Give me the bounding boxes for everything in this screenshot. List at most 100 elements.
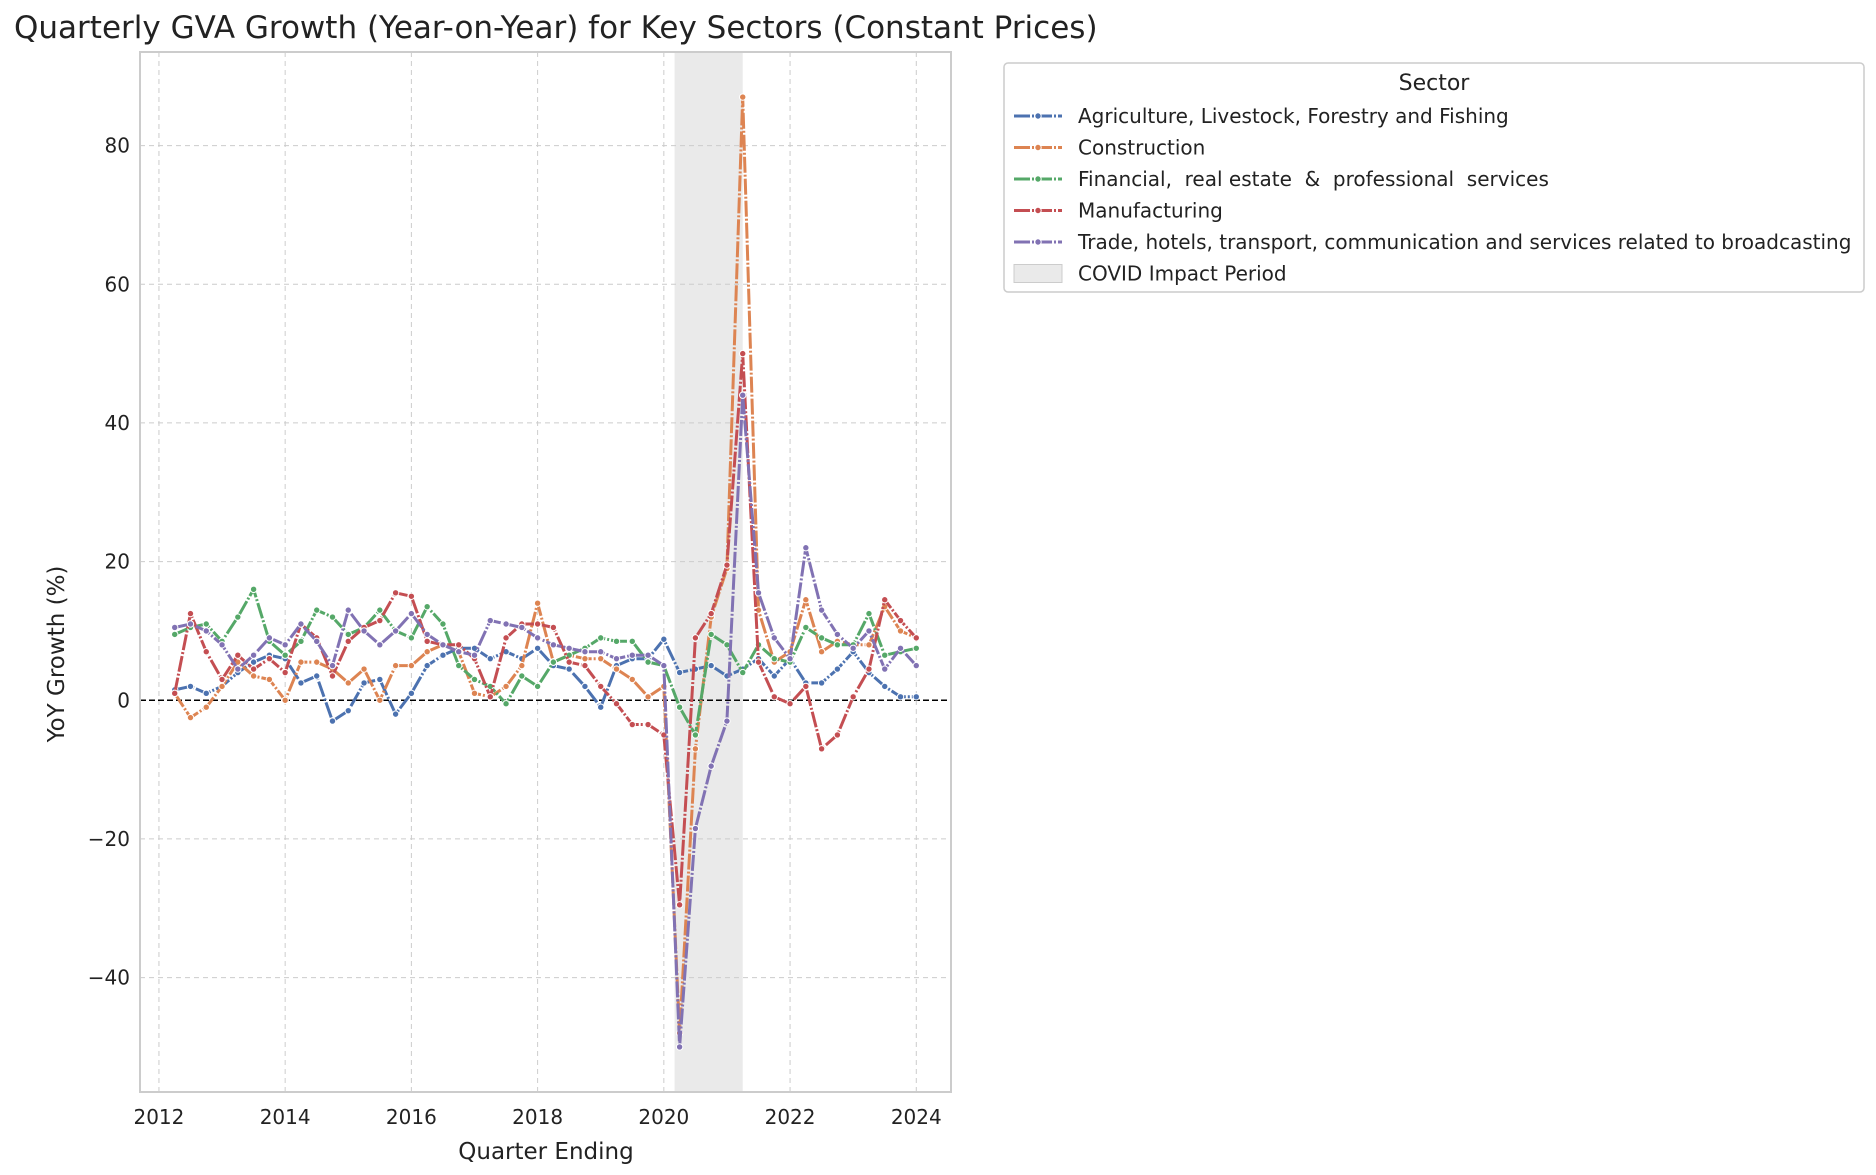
data-point: [249, 651, 258, 659]
data-point: [407, 592, 416, 600]
data-point: [817, 745, 826, 753]
data-point: [391, 710, 400, 718]
x-tick-label: 2022: [765, 1105, 816, 1129]
data-point: [486, 693, 494, 701]
data-point: [802, 623, 810, 632]
data-point: [881, 596, 889, 604]
data-point: [313, 606, 321, 614]
legend-label: Financial, real estate & professional se…: [1078, 167, 1549, 191]
data-point: [297, 620, 305, 628]
data-point: [660, 661, 668, 670]
data-point: [581, 654, 589, 663]
data-point: [849, 644, 857, 652]
data-point: [628, 720, 636, 729]
x-tick-label: 2014: [260, 1105, 311, 1129]
data-point: [833, 731, 842, 739]
data-point: [881, 665, 889, 673]
data-point: [249, 672, 258, 680]
data-point: [407, 609, 416, 618]
data-point: [407, 689, 416, 698]
data-point: [218, 641, 226, 649]
x-tick-label: 2012: [133, 1105, 184, 1129]
data-point: [817, 634, 826, 642]
data-point: [533, 644, 542, 652]
y-tick-label: 20: [105, 550, 130, 574]
data-point: [786, 654, 794, 663]
legend-entry: Construction: [1014, 136, 1205, 160]
data-point: [234, 665, 242, 673]
data-point: [675, 668, 684, 677]
data-point: [597, 648, 605, 656]
data-point: [849, 693, 857, 701]
data-point: [202, 620, 210, 628]
data-point: [376, 696, 384, 704]
x-tick-label: 2020: [638, 1105, 689, 1129]
data-point: [249, 585, 258, 594]
data-point: [896, 627, 905, 635]
data-point: [486, 616, 494, 625]
data-point: [360, 665, 368, 673]
data-point: [186, 713, 195, 722]
data-point: [423, 602, 431, 611]
legend-label: Construction: [1078, 136, 1205, 160]
data-point: [581, 648, 589, 656]
data-point: [202, 627, 210, 635]
data-point: [328, 672, 337, 680]
y-tick-label: 80: [105, 134, 130, 158]
y-tick-label: 60: [105, 272, 130, 296]
data-point: [533, 682, 542, 691]
data-point: [817, 648, 826, 656]
data-point: [265, 675, 274, 684]
data-point: [565, 658, 573, 666]
data-point: [423, 630, 431, 639]
x-tick-label: 2018: [512, 1105, 563, 1129]
data-point: [186, 609, 195, 618]
data-point: [802, 544, 810, 552]
data-point: [628, 637, 636, 646]
data-point: [675, 1043, 684, 1051]
data-point: [896, 644, 905, 652]
data-point: [691, 745, 700, 753]
y-tick-label: −20: [88, 827, 130, 851]
data-point: [265, 634, 274, 642]
legend-label: Agriculture, Livestock, Forestry and Fis…: [1078, 104, 1509, 128]
legend-entry: Financial, real estate & professional se…: [1014, 167, 1549, 191]
data-point: [265, 654, 274, 663]
data-point: [802, 682, 810, 691]
series-line: [173, 95, 917, 1035]
data-point: [502, 700, 510, 708]
data-point: [597, 634, 605, 642]
data-point: [470, 689, 479, 698]
legend-entry: Agriculture, Livestock, Forestry and Fis…: [1014, 104, 1509, 128]
data-point: [313, 658, 321, 666]
data-point: [549, 623, 558, 632]
data-point: [597, 703, 605, 711]
data-point: [833, 641, 842, 649]
data-point: [754, 589, 763, 597]
data-point: [439, 641, 447, 649]
data-point: [455, 648, 463, 656]
data-point: [502, 682, 510, 691]
data-point: [833, 665, 842, 673]
series-line: [174, 393, 918, 1049]
data-point: [628, 675, 636, 684]
data-point: [707, 609, 715, 618]
data-point: [439, 620, 447, 628]
data-point: [691, 731, 700, 739]
data-point: [218, 682, 226, 691]
data-point: [518, 661, 526, 670]
data-point: [391, 589, 400, 597]
data-point: [660, 635, 668, 643]
data-point: [549, 641, 558, 649]
x-tick-label: 2016: [386, 1105, 437, 1129]
data-point: [281, 641, 289, 649]
series-line: [173, 352, 918, 907]
x-tick-label: 2024: [891, 1105, 942, 1129]
chart-title: Quarterly GVA Growth (Year-on-Year) for …: [14, 10, 1098, 46]
data-point: [707, 762, 715, 770]
data-point: [707, 630, 715, 639]
data-point: [344, 637, 352, 646]
data-point: [234, 651, 242, 659]
y-tick-label: 40: [105, 411, 130, 435]
